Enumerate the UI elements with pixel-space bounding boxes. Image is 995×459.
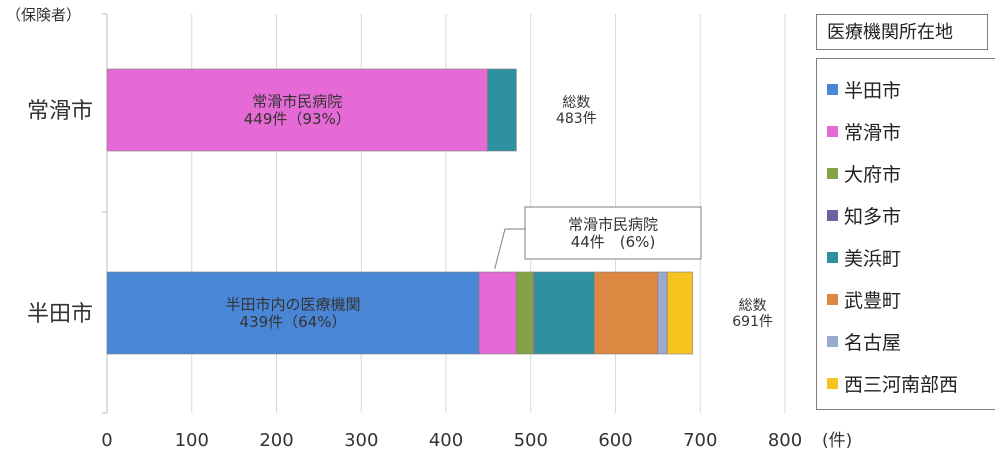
legend-item: 常滑市 — [827, 116, 901, 146]
callout-box — [524, 206, 702, 260]
legend-label: 名古屋 — [844, 331, 902, 354]
x-axis-unit: (件) — [822, 431, 852, 451]
bar-segment — [657, 271, 668, 355]
legend-label: 美浜町 — [844, 247, 902, 270]
bar-data-label: 半田市内の医療機関 — [226, 296, 361, 314]
legend: 半田市常滑市大府市知多市美浜町武豊町名古屋西三河南部西 — [816, 58, 995, 410]
x-tick-label: 800 — [768, 430, 802, 451]
legend-label: 西三河南部西 — [844, 373, 959, 396]
legend-swatch — [827, 209, 838, 221]
legend-swatch — [827, 293, 838, 305]
legend-swatch — [827, 83, 838, 95]
legend-item: 半田市 — [827, 74, 901, 104]
legend-item: 大府市 — [827, 158, 901, 188]
x-tick-label: 300 — [344, 430, 378, 451]
bar-segment — [594, 271, 659, 355]
bar-segment — [533, 271, 595, 355]
x-tick-label: 600 — [598, 430, 632, 451]
bar-data-label: 439件（64%） — [240, 313, 347, 331]
legend-item: 武豊町 — [827, 284, 901, 314]
bar-data-label: 常滑市民病院 — [252, 93, 342, 111]
callout-leader — [494, 228, 525, 270]
bar-segment — [487, 68, 517, 152]
x-tick-label: 0 — [101, 430, 112, 451]
bar-segment — [516, 271, 534, 355]
total-label: 483件 — [556, 111, 597, 127]
bar-segment — [106, 68, 488, 152]
bar-segment — [106, 271, 480, 355]
legend-item: 美浜町 — [827, 242, 901, 272]
legend-label: 武豊町 — [844, 289, 902, 312]
bar-labels: 常滑市民病院449件（93%）半田市内の医療機関439件（64%）総数483件総… — [226, 93, 773, 331]
legend-swatch — [827, 335, 838, 347]
legend-title: 医療機関所在地 — [816, 14, 988, 50]
legend-item: 名古屋 — [827, 326, 901, 356]
y-axis-title: （保険者） — [6, 6, 81, 24]
legend-label: 常滑市 — [844, 121, 902, 144]
legend-swatch — [827, 377, 838, 389]
legend-swatch — [827, 125, 838, 137]
bars — [106, 68, 693, 355]
legend-swatch — [827, 167, 838, 179]
legend-label: 大府市 — [844, 163, 902, 186]
x-tick-label: 100 — [175, 430, 209, 451]
callout-label: 常滑市民病院 — [568, 216, 658, 234]
total-label: 総数 — [562, 95, 590, 111]
x-tick-label: 200 — [259, 430, 293, 451]
legend-label: 半田市 — [844, 79, 902, 102]
bar-segment — [478, 271, 517, 355]
y-category-label: 半田市 — [27, 302, 93, 327]
legend-label: 知多市 — [844, 205, 902, 228]
callout-label: 44件 (6%) — [571, 233, 656, 251]
bar-data-label: 449件（93%） — [244, 110, 351, 128]
y-category-label: 常滑市 — [27, 99, 93, 124]
x-tick-label: 400 — [429, 430, 463, 451]
legend-item: 知多市 — [827, 200, 901, 230]
legend-swatch — [827, 251, 838, 263]
legend-item: 西三河南部西 — [827, 368, 958, 398]
total-label: 691件 — [732, 314, 773, 330]
bar-segment — [666, 271, 693, 355]
total-label: 総数 — [739, 298, 767, 314]
x-tick-label: 500 — [514, 430, 548, 451]
x-tick-label: 700 — [683, 430, 717, 451]
